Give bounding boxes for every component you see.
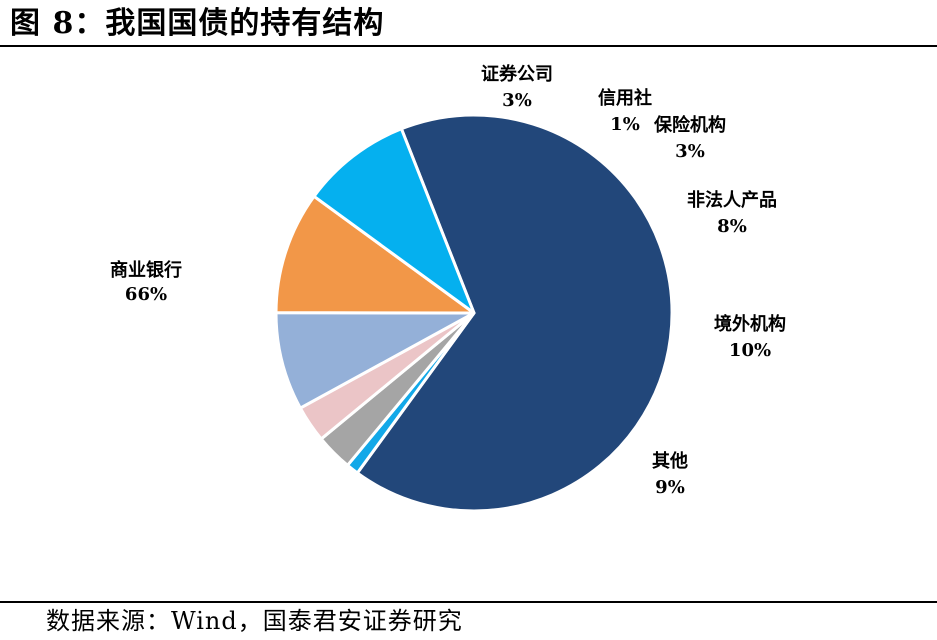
slice-percent-label: 3% — [502, 90, 532, 111]
slice-category-label: 商业银行 — [110, 259, 182, 281]
slice-category-label: 证券公司 — [481, 63, 553, 85]
slice-category-label: 保险机构 — [653, 114, 726, 136]
pie-slice — [274, 194, 476, 315]
slice-percent-label: 3% — [675, 141, 705, 162]
slice-category-label: 境外机构 — [714, 313, 786, 335]
slice-category-label: 信用社 — [598, 87, 652, 109]
source-note: 数据来源：Wind，国泰君安证券研究 — [46, 607, 463, 635]
slice-percent-label: 1% — [610, 114, 640, 135]
slice-percent-label: 8% — [717, 216, 747, 237]
pie-slice — [312, 127, 476, 315]
title-divider — [0, 45, 937, 47]
slice-category-label: 其他 — [652, 450, 688, 472]
pie-slice — [274, 311, 476, 410]
slice-category-label: 非法人产品 — [687, 189, 777, 211]
footer-divider — [0, 601, 937, 603]
figure-title: 图 8：我国国债的持有结构 — [10, 6, 385, 41]
pie-chart: 商业银行 66% 证券公司 3% 信用社 1% 保险机构 3% 非法人产品 8% 境外机构 10% 其他… — [110, 63, 786, 513]
slice-percent-label: 10% — [729, 340, 771, 361]
slice-percent-label: 9% — [655, 477, 685, 498]
slice-percent-label: 66% — [125, 284, 167, 305]
